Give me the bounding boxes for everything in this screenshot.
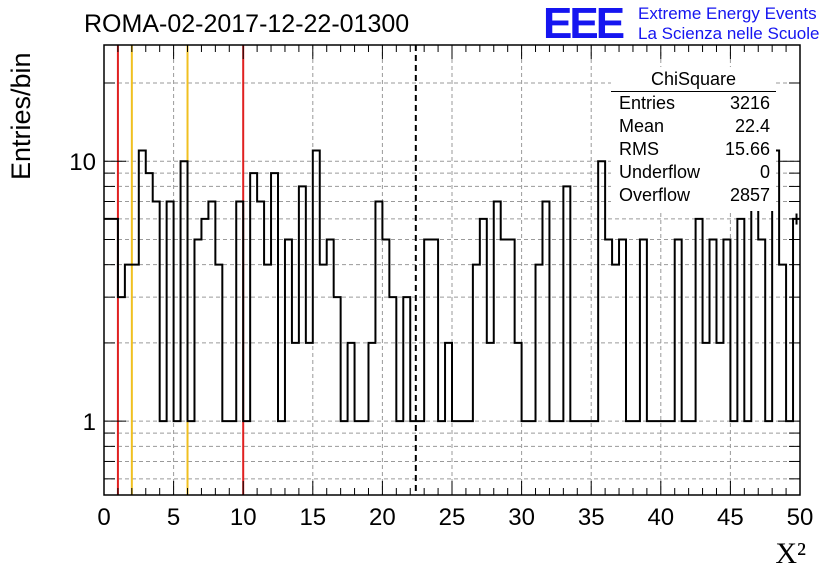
stats-key: Mean <box>619 116 665 136</box>
x-tick-label: 10 <box>230 504 257 531</box>
stats-row-mean: Mean 22.4 <box>619 116 770 138</box>
x-tick-label: 30 <box>508 504 535 531</box>
stats-row-underflow: Underflow 0 <box>619 162 770 184</box>
x-tick-label: 0 <box>97 504 110 531</box>
eee-logo: EEE <box>543 0 625 48</box>
stats-key: Overflow <box>619 185 691 205</box>
stats-key: Underflow <box>619 162 701 182</box>
y-tick-label: 10 <box>69 149 96 176</box>
x-tick-label: 25 <box>439 504 466 531</box>
stats-value: 2857 <box>729 185 770 205</box>
x-tick-label: 50 <box>787 504 814 531</box>
x-tick-label: 5 <box>167 504 180 531</box>
reference-lines <box>116 45 417 495</box>
y-tick-label: 1 <box>83 409 96 436</box>
x-tick-label: 20 <box>369 504 396 531</box>
plot-title: ROMA-02-2017-12-22-01300 <box>84 10 410 38</box>
stats-row-entries: Entries 3216 <box>619 93 770 115</box>
x-tick-label: 15 <box>299 504 326 531</box>
y-axis-label: Entries/bin <box>6 52 36 180</box>
axis-ticks: 0 5 10 15 20 25 30 35 40 45 50 1 10 <box>69 45 813 531</box>
x-tick-label: 40 <box>647 504 674 531</box>
stats-title: ChiSquare <box>650 69 737 89</box>
stats-value: 0 <box>759 162 770 182</box>
x-axis-label: X² <box>775 537 806 570</box>
histogram-series <box>104 149 800 423</box>
stats-divider <box>611 91 776 92</box>
stats-key: Entries <box>619 93 676 113</box>
stats-box: ChiSquare Entries 3216 Mean 22.4 RMS 15.… <box>611 67 776 211</box>
stats-value: 15.66 <box>724 139 770 159</box>
logo-line-2: La Scienza nelle Scuole <box>638 24 820 43</box>
stats-value: 3216 <box>729 93 770 113</box>
stats-value: 22.4 <box>734 116 770 136</box>
stats-row-overflow: Overflow 2857 <box>619 185 770 207</box>
stats-row-rms: RMS 15.66 <box>619 139 770 161</box>
x-tick-label: 45 <box>717 504 744 531</box>
logo-line-1: Extreme Energy Events <box>638 4 817 23</box>
stats-key: RMS <box>619 139 659 159</box>
x-tick-label: 35 <box>578 504 605 531</box>
